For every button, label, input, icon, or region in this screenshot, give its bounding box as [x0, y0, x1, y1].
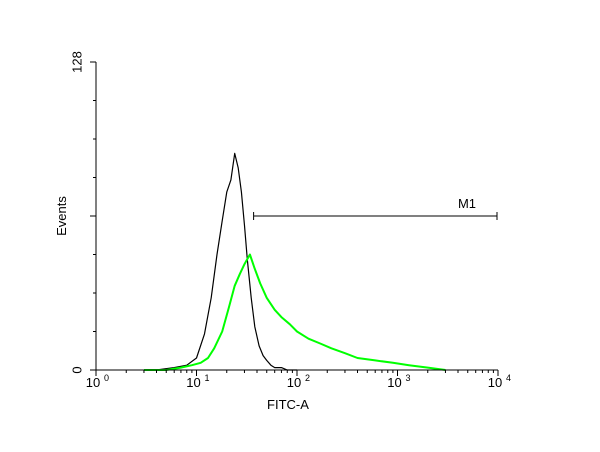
series-line-2 [144, 253, 446, 371]
y-tick-label-0: 0 [69, 366, 84, 373]
y-tick-label-1: 128 [69, 51, 84, 73]
series-line-1 [156, 152, 297, 371]
x-axis-tick-labels: 10 0 10 1 10 2 10 3 10 4 [86, 373, 511, 390]
x-tick-label-1: 10 [186, 375, 200, 390]
x-tick-exponent-0: 0 [104, 373, 109, 383]
x-tick-label-3: 10 [387, 375, 401, 390]
x-tick-label-2: 10 [287, 375, 301, 390]
y-axis-tick-labels: 0 128 [69, 51, 84, 373]
x-axis-ticks [95, 370, 499, 376]
x-tick-exponent-3: 3 [406, 373, 411, 383]
marker-m1: M1 [253, 196, 498, 220]
x-tick-exponent-2: 2 [305, 373, 310, 383]
series-layer [144, 152, 446, 371]
x-tick-exponent-4: 4 [506, 373, 511, 383]
x-tick-exponent-1: 1 [205, 373, 210, 383]
x-axis-label: FITC-A [267, 397, 309, 412]
x-tick-label-4: 10 [488, 375, 502, 390]
marker-label: M1 [458, 196, 476, 211]
x-tick-label-0: 10 [86, 375, 100, 390]
y-axis-label: Events [54, 196, 69, 236]
y-axis-ticks [90, 61, 96, 371]
